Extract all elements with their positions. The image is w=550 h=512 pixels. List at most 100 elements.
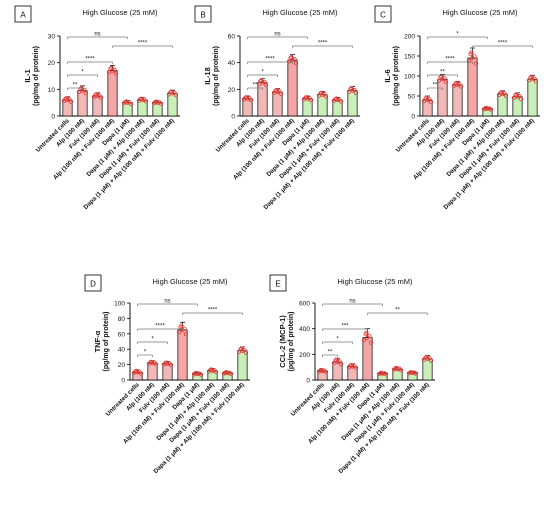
data-point	[293, 60, 299, 66]
y-tick-label: 0	[51, 114, 55, 121]
data-point	[112, 67, 117, 72]
data-point	[424, 354, 429, 360]
panel-label-box	[14, 5, 32, 23]
data-point	[108, 66, 113, 71]
panel-D: D High Glucose (25 mM) TNF-α (pg/mg of prot…	[84, 274, 250, 475]
chart-title: High Glucose (25 mM)	[82, 8, 158, 17]
significance-label: ***	[341, 324, 349, 330]
y-tick-label: 80	[118, 316, 126, 323]
panel-label: C	[380, 11, 386, 20]
data-point	[139, 96, 144, 101]
data-point	[176, 329, 182, 335]
data-point	[179, 323, 184, 328]
chart-title: High Glucose (25 mM)	[337, 277, 413, 286]
data-point	[292, 57, 297, 62]
data-point	[183, 332, 189, 337]
bar	[107, 70, 118, 117]
panel-label-box	[84, 274, 102, 292]
data-point	[349, 86, 354, 91]
y-tick-label: 40	[118, 347, 126, 354]
data-point	[83, 91, 89, 96]
significance-label: *	[336, 337, 339, 343]
y-tick-label: 60	[228, 34, 236, 41]
data-point	[149, 359, 154, 364]
panel-label: D	[90, 280, 96, 289]
data-point	[164, 360, 169, 365]
data-point	[182, 326, 187, 331]
significance-label: *	[261, 70, 264, 76]
significance-label: ****	[138, 41, 148, 47]
data-point	[274, 88, 279, 93]
data-point	[334, 357, 339, 363]
significance-label: *	[151, 337, 154, 343]
significance-label: ****	[208, 308, 218, 314]
significance-label: ****	[445, 57, 455, 63]
panel-label-box	[194, 5, 212, 23]
data-point	[64, 96, 69, 101]
panel-label-box	[374, 5, 392, 23]
data-point	[472, 54, 477, 59]
data-point	[134, 368, 139, 374]
chart-title: High Glucose (25 mM)	[262, 8, 338, 17]
data-point	[443, 79, 449, 84]
data-point	[334, 96, 339, 101]
data-point	[394, 365, 399, 371]
panel-label: A	[20, 11, 26, 20]
y-axis-label: CCL-2 (MCP-1)	[278, 315, 287, 368]
y-tick-label: 20	[228, 87, 236, 94]
data-point	[154, 99, 159, 104]
significance-label: ns	[164, 299, 170, 305]
y-axis-unit-label: (pg/mg of protein)	[33, 46, 40, 106]
y-axis-label: TNF-α	[93, 330, 102, 352]
significance-label: ns	[274, 32, 280, 38]
data-point	[473, 61, 479, 66]
data-point	[514, 92, 519, 97]
data-point	[438, 75, 443, 80]
data-point	[286, 59, 292, 64]
data-point	[319, 367, 324, 373]
bar	[237, 350, 248, 381]
data-point	[169, 89, 174, 94]
data-point	[379, 370, 384, 375]
data-point	[124, 99, 129, 104]
significance-label: **	[73, 83, 78, 89]
y-tick-label: 200	[404, 34, 415, 41]
panel-A: A High Glucose (25 mM) IL-1 (pg/mg of prote…	[14, 5, 180, 211]
y-tick-label: 20	[48, 60, 56, 67]
y-tick-label: 100	[404, 74, 415, 81]
y-tick-label: 20	[118, 362, 126, 369]
data-point	[304, 95, 309, 100]
significance-label: **	[253, 83, 258, 89]
bar	[77, 90, 88, 117]
data-point	[442, 76, 447, 81]
y-tick-label: 0	[231, 114, 235, 121]
panel-label: E	[275, 280, 280, 289]
bar	[92, 95, 103, 117]
data-point	[424, 95, 429, 100]
significance-label: **	[328, 350, 333, 356]
chart-title: High Glucose (25 mM)	[152, 277, 228, 286]
data-point	[469, 50, 474, 55]
significance-label: *	[144, 350, 147, 356]
significance-label: ****	[498, 41, 508, 47]
data-point	[361, 338, 367, 343]
y-tick-label: 40	[228, 60, 236, 67]
data-point	[349, 363, 354, 368]
significance-label: *	[456, 32, 459, 38]
data-point	[367, 334, 372, 339]
bar	[177, 329, 188, 381]
bar	[287, 59, 298, 117]
data-point	[409, 370, 414, 375]
y-tick-label: 60	[118, 331, 126, 338]
y-tick-label: 50	[408, 94, 416, 101]
bar	[467, 57, 478, 117]
data-point	[499, 90, 504, 95]
significance-label: ns	[349, 299, 355, 305]
significance-label: **	[395, 308, 400, 314]
y-tick-label: 0	[306, 378, 310, 385]
y-tick-label: 150	[404, 54, 415, 61]
data-point	[209, 367, 214, 372]
bar	[452, 84, 463, 117]
y-axis-label: IL-1	[23, 69, 32, 82]
